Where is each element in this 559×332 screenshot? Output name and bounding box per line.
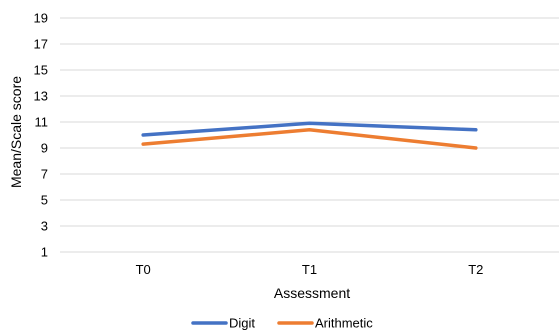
legend: Digit Arithmetic: [191, 316, 373, 331]
x-tick-label: T2: [468, 262, 483, 277]
y-tick-label: 17: [34, 37, 48, 52]
legend-label: Digit: [229, 316, 255, 331]
x-axis-ticks: T0 T1 T2: [136, 262, 484, 277]
y-tick-label: 3: [41, 219, 48, 234]
y-tick-label: 5: [41, 193, 48, 208]
y-axis-title: Mean/Scale score: [8, 76, 24, 188]
x-axis-title: Assessment: [274, 285, 350, 301]
x-tick-label: T0: [136, 262, 151, 277]
y-tick-label: 15: [34, 63, 48, 78]
y-tick-label: 7: [41, 167, 48, 182]
gridlines: [60, 17, 559, 253]
x-tick-label: T1: [302, 262, 317, 277]
y-tick-label: 13: [34, 89, 48, 104]
y-tick-label: 19: [34, 11, 48, 26]
y-tick-label: 11: [35, 115, 49, 130]
y-tick-label: 9: [41, 141, 48, 156]
legend-label: Arithmetic: [315, 316, 373, 331]
series-lines: [141, 121, 478, 150]
y-tick-label: 1: [41, 245, 48, 260]
